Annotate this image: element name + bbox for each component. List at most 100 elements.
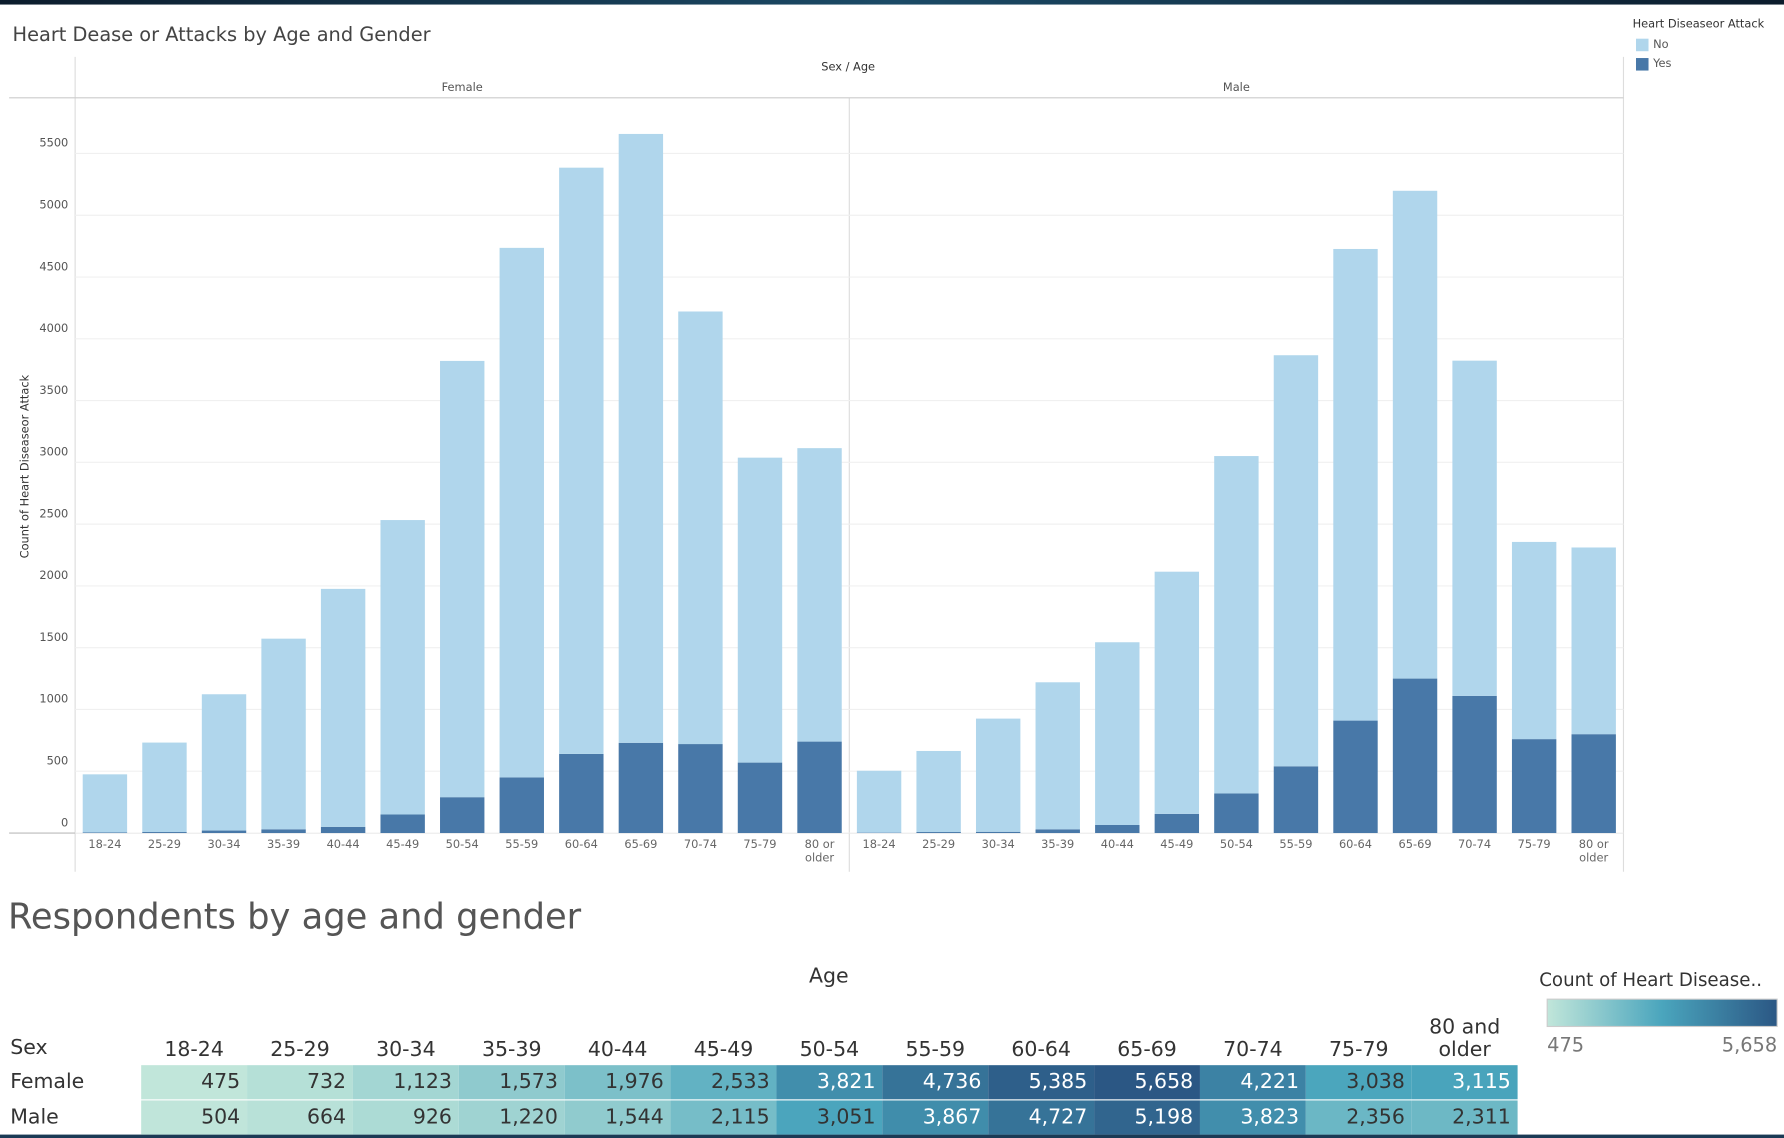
- row-header-title: Sex: [10, 1035, 47, 1059]
- x-tick-label-box: 50-54: [446, 839, 479, 852]
- heat-cell: [247, 1100, 353, 1135]
- cell-label: 504: [201, 1105, 240, 1129]
- bar-segment: [559, 167, 604, 754]
- heat-cell: [1305, 1100, 1412, 1135]
- column-header-box: 45-49: [693, 1038, 754, 1063]
- bar-segment: [797, 741, 842, 834]
- column-header: 35-39: [481, 1038, 542, 1063]
- column-header-box: 40-44: [587, 1038, 648, 1063]
- x-tick-label-box: 65-69: [624, 838, 658, 852]
- heat-cell: [776, 1065, 883, 1100]
- y-tick-label: 4000: [39, 321, 68, 335]
- x-tick-label-box: 60-64: [565, 839, 598, 852]
- cell-label: 732: [307, 1069, 346, 1093]
- x-tick-label: 70-74: [683, 838, 717, 852]
- legend-swatch: [1635, 58, 1649, 71]
- x-tick-label: 65-69: [1398, 838, 1432, 852]
- heat-cell: [352, 1065, 459, 1100]
- y-tick-label: 4500: [39, 259, 68, 273]
- bar-segment: [1333, 720, 1378, 834]
- panel-header: Female: [442, 80, 483, 94]
- cell-label: 2,311: [1452, 1105, 1511, 1129]
- x-tick-label-box: 25-29: [148, 839, 181, 852]
- x-tick-label: 70-74: [1458, 838, 1492, 852]
- bar-segment: [678, 744, 723, 834]
- table-title: Respondents by age and gender: [8, 896, 582, 937]
- x-tick-label-box: 35-39: [1041, 838, 1075, 852]
- bar-segment: [261, 829, 306, 834]
- y-tick-label: 500: [47, 753, 69, 767]
- cell-label: 3,051: [817, 1105, 876, 1129]
- x-tick-label-box: 50-54: [1219, 838, 1253, 852]
- bar-segment: [1511, 739, 1557, 834]
- x-tick-label-box: 65-69: [1398, 838, 1432, 852]
- heat-cell: [141, 1065, 248, 1100]
- x-tick-label: 55-59: [505, 838, 539, 852]
- row-label: Female: [10, 1069, 84, 1093]
- cell-label: 2,533: [711, 1069, 770, 1093]
- x-tick-label: 75-79: [743, 838, 777, 852]
- bar-segment: [201, 694, 247, 831]
- x-tick-label-box: 70-74: [1458, 838, 1492, 852]
- x-tick-label: 18-24: [862, 838, 896, 852]
- bar-segment: [201, 830, 247, 834]
- x-tick-label: 65-69: [624, 838, 658, 852]
- y-tick-label: 5000: [39, 198, 68, 212]
- bar-segment: [320, 826, 366, 834]
- bar-segment: [1214, 793, 1259, 834]
- x-tick-label: 75-79: [1517, 838, 1551, 852]
- cell-label: 1,544: [605, 1105, 664, 1129]
- color-legend-title: Count of Heart Disease..: [1539, 970, 1762, 991]
- bar-segment: [916, 750, 961, 833]
- bar-segment: [1571, 547, 1616, 735]
- heat-cell: [247, 1065, 353, 1100]
- y-tick-label: 3000: [39, 445, 68, 459]
- cell-label: 3,038: [1346, 1069, 1405, 1093]
- column-header-box: 75-79: [1329, 1038, 1389, 1062]
- x-tick-label: 55-59: [1279, 838, 1313, 852]
- bar-segment: [1035, 829, 1080, 834]
- column-header-box: 25-29: [270, 1038, 330, 1062]
- bar-segment: [1452, 695, 1497, 834]
- bar-segment: [1511, 541, 1557, 740]
- heat-cell: [776, 1100, 883, 1135]
- top-border: [0, 0, 1784, 5]
- chart-title: Heart Dease or Attacks by Age and Gender: [13, 23, 431, 46]
- bar-segment: [380, 814, 425, 834]
- heat-cell: [988, 1100, 1095, 1135]
- x-tick-label-box: 60-64: [1338, 838, 1373, 852]
- x-tick-label-box: 75-79: [743, 838, 777, 852]
- bar-segment: [440, 797, 485, 834]
- bar-segment: [440, 360, 485, 798]
- x-tick-label-box: 55-59: [505, 838, 539, 852]
- x-tick-label: 50-54: [1219, 838, 1253, 852]
- x-tick-label: 35-39: [1041, 838, 1075, 852]
- legend-swatch: [1635, 38, 1649, 52]
- x-tick-label: 80 or older: [804, 838, 835, 865]
- x-tick-label: 45-49: [1160, 838, 1194, 852]
- bar-segment: [1333, 248, 1378, 721]
- heat-cell: [564, 1065, 671, 1100]
- heat-cell: [1094, 1065, 1200, 1100]
- bar-segment: [797, 448, 842, 742]
- column-header: 40-44: [587, 1038, 648, 1063]
- heat-cell: [1411, 1100, 1518, 1135]
- panel-header-title: Sex / Age: [821, 60, 875, 74]
- bar-segment: [856, 770, 902, 833]
- column-header: 60-64: [1011, 1038, 1071, 1063]
- column-header-box: 55-59: [905, 1038, 965, 1062]
- x-tick-label-box: 45-49: [386, 839, 419, 852]
- x-tick-label-box: 45-49: [1160, 838, 1194, 852]
- column-header: 45-49: [693, 1038, 754, 1063]
- x-tick-label: 60-64: [1338, 838, 1373, 852]
- color-legend-max: 5,658: [1722, 1033, 1777, 1056]
- legend-label: No: [1653, 37, 1669, 51]
- column-header-box: 65-69: [1117, 1038, 1177, 1062]
- bar-segment: [737, 762, 783, 834]
- bar-segment: [1273, 766, 1319, 834]
- heat-cell: [882, 1100, 989, 1135]
- color-legend: [1546, 998, 1778, 1028]
- cell-label: 2,356: [1346, 1105, 1405, 1129]
- bar-segment: [1392, 678, 1438, 834]
- column-header-title: Age: [809, 963, 849, 987]
